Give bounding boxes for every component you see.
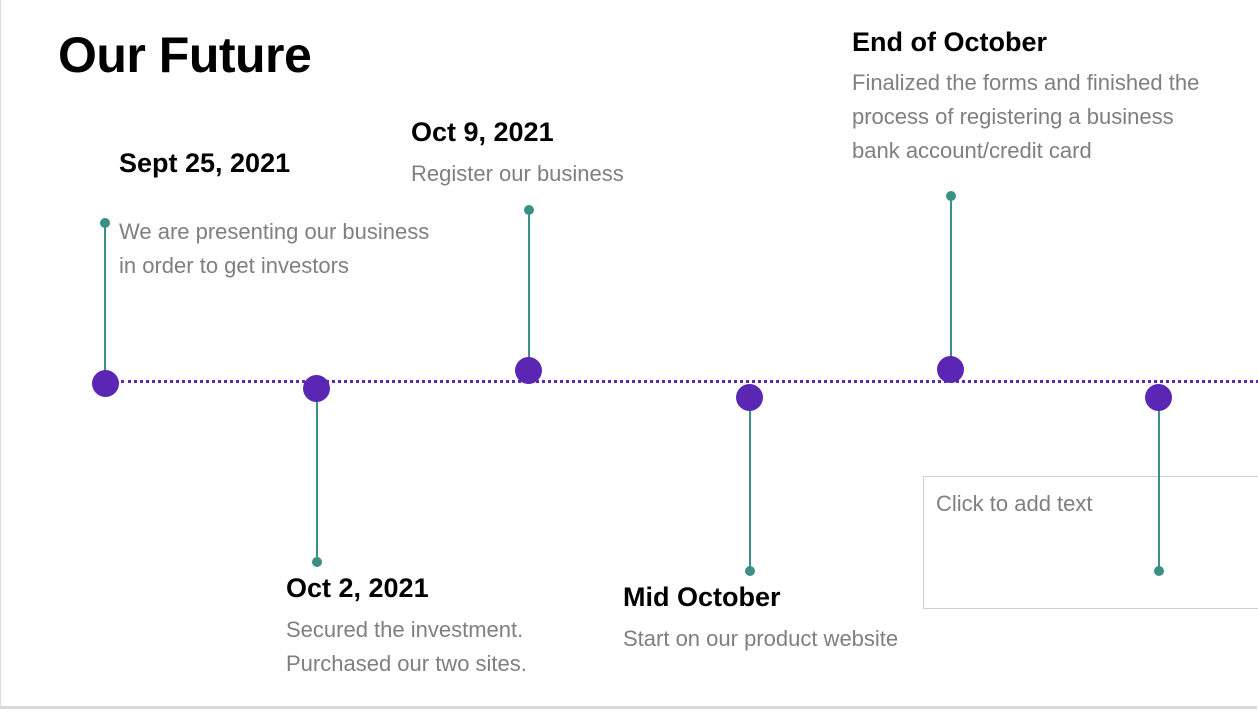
stem-tip <box>100 218 110 228</box>
timeline-node[interactable] <box>92 370 119 397</box>
stem-tip <box>745 566 755 576</box>
description-line: in order to get investors <box>119 253 349 278</box>
event-description[interactable]: Finalized the forms and finished the pro… <box>852 66 1199 168</box>
stem-tip <box>312 557 322 567</box>
event-date[interactable]: Mid October <box>623 582 781 612</box>
timeline-axis <box>121 380 1258 383</box>
timeline-node[interactable] <box>515 357 542 384</box>
timeline-stem <box>749 397 751 572</box>
timeline-stem <box>528 209 530 371</box>
add-text-placeholder[interactable]: Click to add text <box>923 476 1258 609</box>
description-line: Purchased our two sites. <box>286 651 527 676</box>
event-date[interactable]: Oct 9, 2021 <box>411 117 554 147</box>
timeline-stem <box>104 223 106 383</box>
event-date[interactable]: End of October <box>852 27 1047 57</box>
timeline-node[interactable] <box>303 375 330 402</box>
description-line: Register our business <box>411 161 624 186</box>
slide-title[interactable]: Our Future <box>58 27 312 83</box>
description-line: process of registering a business <box>852 104 1174 129</box>
timeline-stem <box>316 388 318 563</box>
event-date[interactable]: Sept 25, 2021 <box>119 148 291 178</box>
timeline-stem <box>1158 397 1160 572</box>
description-line: We are presenting our business <box>119 219 430 244</box>
event-description[interactable]: Secured the investment. Purchased our tw… <box>286 613 527 681</box>
description-line: Finalized the forms and finished the <box>852 70 1200 95</box>
event-description[interactable]: Register our business <box>411 157 624 191</box>
description-line: Secured the investment. <box>286 617 524 642</box>
timeline-stem <box>950 195 952 371</box>
description-line: bank account/credit card <box>852 138 1092 163</box>
description-line: Start on our product website <box>623 626 899 651</box>
timeline-node[interactable] <box>937 356 964 383</box>
stem-tip <box>524 205 534 215</box>
timeline-node[interactable] <box>736 384 763 411</box>
stem-tip <box>1154 566 1164 576</box>
event-description[interactable]: Start on our product website <box>623 622 898 656</box>
event-description[interactable]: We are presenting our business in order … <box>119 215 429 283</box>
event-date[interactable]: Oct 2, 2021 <box>286 573 429 603</box>
placeholder-label: Click to add text <box>936 491 1093 516</box>
stem-tip <box>946 191 956 201</box>
timeline-node[interactable] <box>1145 384 1172 411</box>
